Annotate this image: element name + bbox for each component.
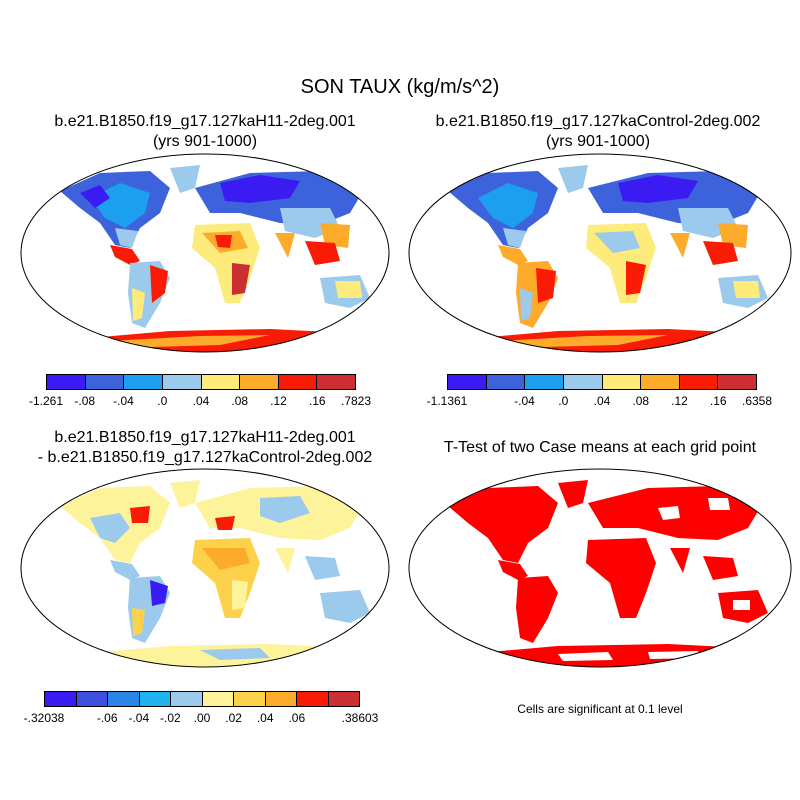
colorbar-label: .16 [709,394,727,408]
colorbar-label: -1.1361 [426,394,468,408]
map-ttest [408,468,792,668]
colorbar-swatch [202,692,234,706]
colorbar-swatch [718,375,756,389]
colorbar-swatch [139,692,171,706]
colorbar-swatch [602,375,642,389]
colorbar-swatch [679,375,719,389]
panel4-title-line1: T-Test of two Case means at each grid po… [443,439,757,456]
colorbar-label: .02 [225,711,242,725]
colorbar-label: .16 [308,394,326,408]
colorbar-difference [44,691,360,707]
colorbar-label: .04 [192,394,210,408]
ttest-note: Cells are significant at 0.1 level [517,702,683,716]
colorbar-label: -.32038 [23,711,65,725]
colorbar-swatch [278,375,318,389]
panel4-title: T-Test of two Case means at each grid po… [408,438,792,458]
colorbar-swatch [108,692,140,706]
colorbar-swatch [265,692,297,706]
colorbar-swatch [240,375,279,389]
figure-title: SON TAUX (kg/m/s^2) [300,76,500,98]
colorbar-swatch [317,375,355,389]
map-case2 [408,153,792,353]
colorbar-case2 [447,374,757,390]
colorbar-swatch [76,692,108,706]
colorbar-label: .06 [288,711,306,725]
colorbar-label: .0 [558,394,569,408]
colorbar-swatch [162,375,202,389]
colorbar-swatch [171,692,203,706]
panel1-title: b.e21.B1850.f19_g17.127kaH11-2deg.001 (y… [20,112,390,152]
colorbar-swatch [448,375,487,389]
colorbar-swatch [563,375,603,389]
colorbar-label: -.02 [160,711,181,725]
colorbar-label: -.04 [514,394,535,408]
colorbar-label: .12 [671,394,688,408]
colorbar-label: .08 [632,394,650,408]
colorbar-swatch [201,375,241,389]
panel3-title-line1: b.e21.B1850.f19_g17.127kaH11-2deg.001 [54,429,356,446]
colorbar-label: -1.261 [28,394,64,408]
colorbar-swatch [124,375,163,389]
colorbar-swatch [234,692,266,706]
map-difference [20,468,390,668]
colorbar-label: -.04 [113,394,134,408]
colorbar-label: -.08 [74,394,96,408]
colorbar-swatch [486,375,526,389]
colorbar-label: .6358 [741,394,773,408]
panel3-title: b.e21.B1850.f19_g17.127kaH11-2deg.001 - … [20,428,390,468]
panel1-title-line1: b.e21.B1850.f19_g17.127kaH11-2deg.001 [54,113,356,130]
colorbar-swatch [328,692,359,706]
colorbar-label: .0 [157,394,168,408]
colorbar-label: .04 [593,394,611,408]
panel1-title-line2: (yrs 901-1000) [152,133,258,150]
colorbar-label: .08 [231,394,249,408]
colorbar-label: .38603 [341,711,379,725]
colorbar-swatch [85,375,125,389]
colorbar-swatch [47,375,86,389]
colorbar-swatch [525,375,564,389]
panel3-title-line2: - b.e21.B1850.f19_g17.127kaControl-2deg.… [37,449,373,466]
colorbar-swatch [641,375,680,389]
colorbar-label: .7823 [340,394,372,408]
map-case1 [20,153,390,353]
colorbar-label: -.04 [128,711,150,725]
colorbar-label: -.06 [96,711,118,725]
panel2-title-line2: (yrs 901-1000) [545,133,651,150]
colorbar-case1 [46,374,356,390]
colorbar-swatch [45,692,77,706]
colorbar-label: .12 [270,394,287,408]
panel2-title: b.e21.B1850.f19_g17.127kaControl-2deg.00… [408,112,788,152]
colorbar-swatch [297,692,329,706]
colorbar-label: .00 [193,711,211,725]
colorbar-label: .04 [256,711,274,725]
panel2-title-line1: b.e21.B1850.f19_g17.127kaControl-2deg.00… [435,113,761,130]
